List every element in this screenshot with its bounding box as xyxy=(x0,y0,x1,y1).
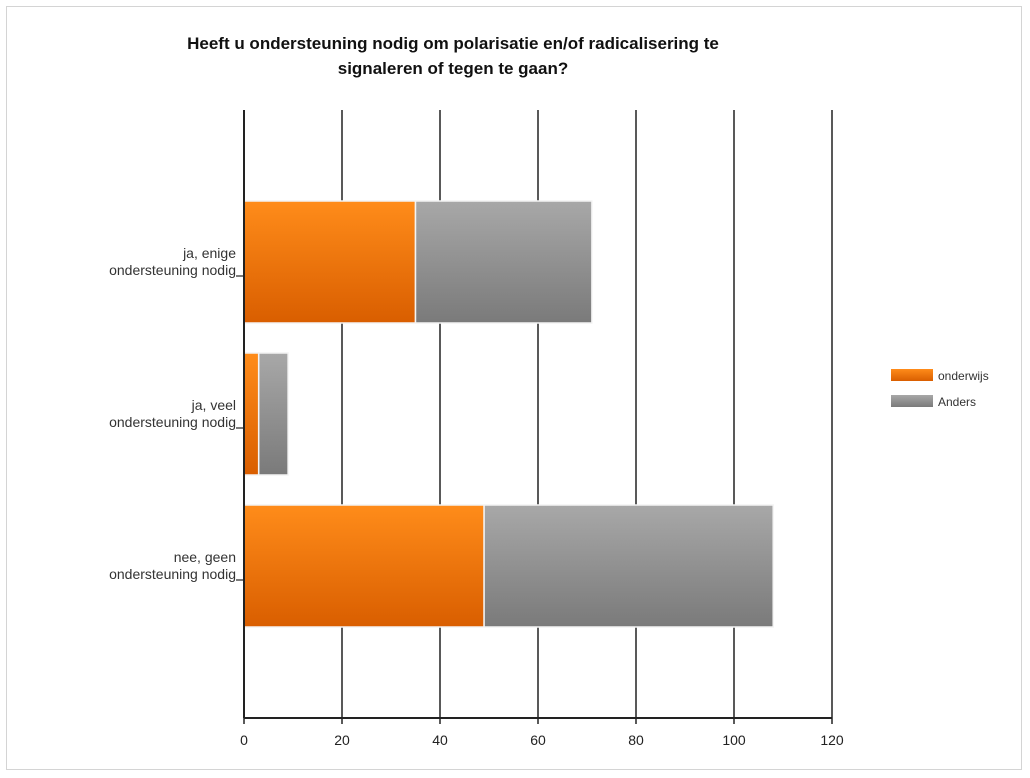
bar-anders xyxy=(414,200,593,324)
bars xyxy=(243,200,774,628)
legend-label-onderwijs: onderwijs xyxy=(938,369,989,383)
legend-swatch-onderwijs xyxy=(891,369,933,381)
bar-anders xyxy=(257,352,289,476)
legend-label-anders: Anders xyxy=(938,395,976,409)
chart-title-line-2: signaleren of tegen te gaan? xyxy=(338,59,569,78)
stacked-bar-chart: Heeft u ondersteuning nodig om polarisat… xyxy=(109,34,989,748)
bar-onderwijs xyxy=(243,352,260,476)
bar-onderwijs xyxy=(243,504,485,628)
bar-onderwijs xyxy=(243,200,417,324)
x-tick-label: 20 xyxy=(334,732,350,748)
x-tick-label: 0 xyxy=(240,732,248,748)
bar-anders xyxy=(483,504,774,628)
chart-title-line-1: Heeft u ondersteuning nodig om polarisat… xyxy=(187,34,719,53)
axes: 0 20 40 60 80 100 120 ja, enige ondersteuning no… xyxy=(109,110,844,748)
category-label: ja, veel ondersteuning nodig xyxy=(109,397,236,430)
x-tick-label: 80 xyxy=(628,732,644,748)
category-label: ja, enige ondersteuning nodig xyxy=(109,245,236,278)
x-tick-label: 100 xyxy=(722,732,746,748)
chart-container: Heeft u ondersteuning nodig om polarisat… xyxy=(6,6,1022,770)
x-tick-label: 60 xyxy=(530,732,546,748)
x-tick-label: 120 xyxy=(820,732,844,748)
legend-swatch-anders xyxy=(891,395,933,407)
chart-title: Heeft u ondersteuning nodig om polarisat… xyxy=(187,34,719,78)
category-label: nee, geen ondersteuning nodig xyxy=(109,549,236,582)
x-tick-label: 40 xyxy=(432,732,448,748)
legend: onderwijs Anders xyxy=(891,369,989,409)
